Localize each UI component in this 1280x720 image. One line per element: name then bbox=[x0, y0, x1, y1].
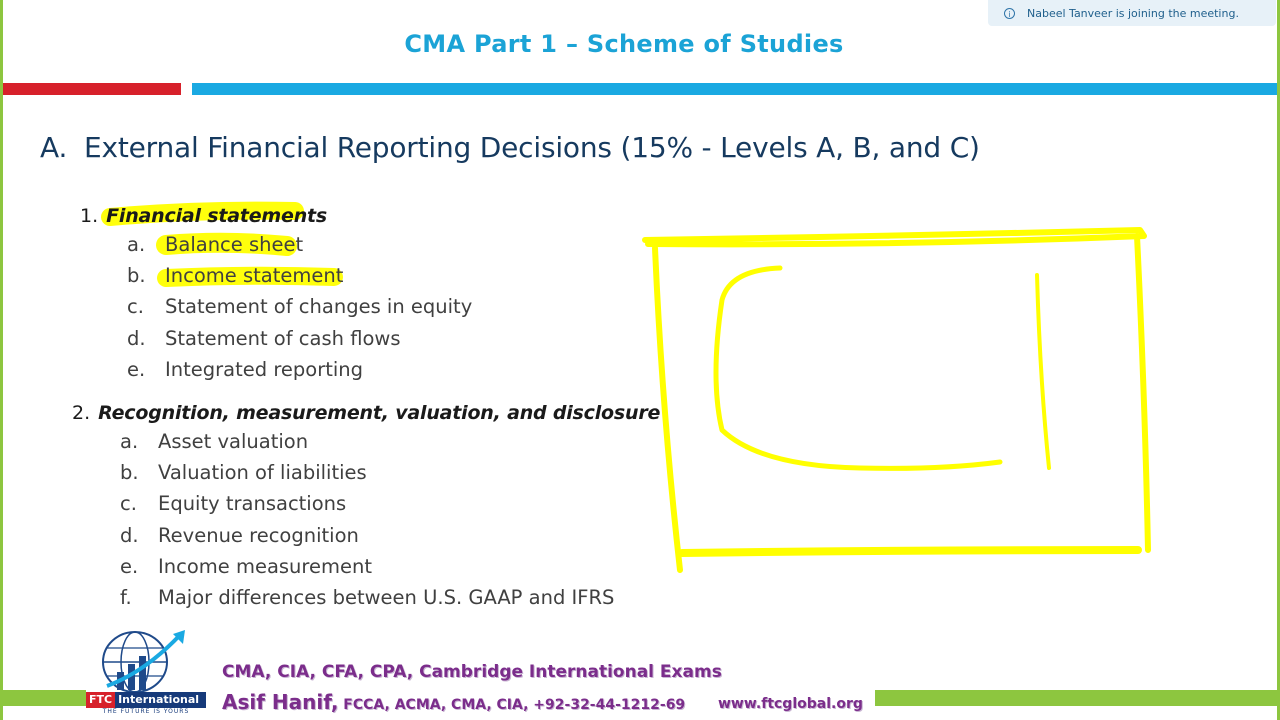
footer-website: www.ftcglobal.org bbox=[718, 696, 863, 712]
list-item: c. Statement of changes in equity bbox=[127, 295, 473, 319]
notification-text: Nabeel Tanveer is joining the meeting. bbox=[1027, 6, 1239, 20]
list-item: a. Asset valuation bbox=[120, 430, 309, 453]
presenter-name: Asif Hanif, bbox=[222, 690, 339, 714]
list-item: d. Statement of cash flows bbox=[127, 326, 401, 350]
info-icon: i bbox=[1004, 7, 1015, 19]
list-item: e. Integrated reporting bbox=[127, 357, 364, 381]
slide-frame-right bbox=[1277, 0, 1280, 720]
drawn-box-top bbox=[642, 227, 1147, 248]
globe-logo-icon bbox=[102, 630, 185, 693]
logo-tagline: THE FUTURE IS YOURS bbox=[102, 708, 190, 715]
section-heading-letter: A. bbox=[40, 131, 68, 164]
list-item: a. Balance sheet bbox=[127, 233, 304, 256]
section-heading: A. External Financial Reporting Decisions… bbox=[40, 131, 980, 164]
list-item: b. Income statement bbox=[127, 264, 344, 288]
footer-contact: Asif Hanif, FCCA, ACMA, CMA, CIA, +92-32… bbox=[222, 690, 685, 714]
list-item: e. Income measurement bbox=[120, 554, 372, 578]
presenter-credentials: FCCA, ACMA, CMA, CIA, +92-32-44-1212-69 bbox=[338, 697, 686, 713]
section-title-2: 2. Recognition, measurement, valuation, a… bbox=[72, 402, 661, 424]
footer-band-right bbox=[875, 690, 1280, 706]
meeting-notification[interactable]: i Nabeel Tanveer is joining the meeting. bbox=[988, 0, 1276, 26]
drawn-inner-line bbox=[1035, 273, 1051, 470]
footer-courses: CMA, CIA, CFA, CPA, Cambridge Internatio… bbox=[222, 662, 722, 682]
logo-wordmark: FTC International bbox=[86, 692, 206, 708]
slide-frame-left bbox=[0, 0, 3, 720]
list-item: f. Major differences between U.S. GAAP an… bbox=[120, 585, 615, 609]
list-item: c. Equity transactions bbox=[120, 492, 347, 516]
section-list-2: 2. Recognition, measurement, valuation, a… bbox=[72, 400, 660, 613]
list-item: b. Valuation of liabilities bbox=[120, 461, 367, 485]
title-divider-blue bbox=[192, 83, 1277, 95]
footer-band-left bbox=[0, 690, 86, 706]
section-title-1: 1. Financial statements bbox=[80, 205, 328, 227]
drawn-box-right bbox=[1134, 233, 1151, 553]
drawn-inner-bracket bbox=[713, 265, 1003, 471]
section-list-1: 1. Financial statements a. Balance sheet b… bbox=[80, 203, 472, 385]
slide-title: CMA Part 1 – Scheme of Studies bbox=[404, 30, 844, 58]
drawn-box-bottom bbox=[678, 546, 1142, 557]
list-item: d. Revenue recognition bbox=[120, 523, 359, 547]
section-heading-text: External Financial Reporting Decisions (… bbox=[84, 131, 980, 164]
title-divider-red bbox=[3, 83, 181, 95]
